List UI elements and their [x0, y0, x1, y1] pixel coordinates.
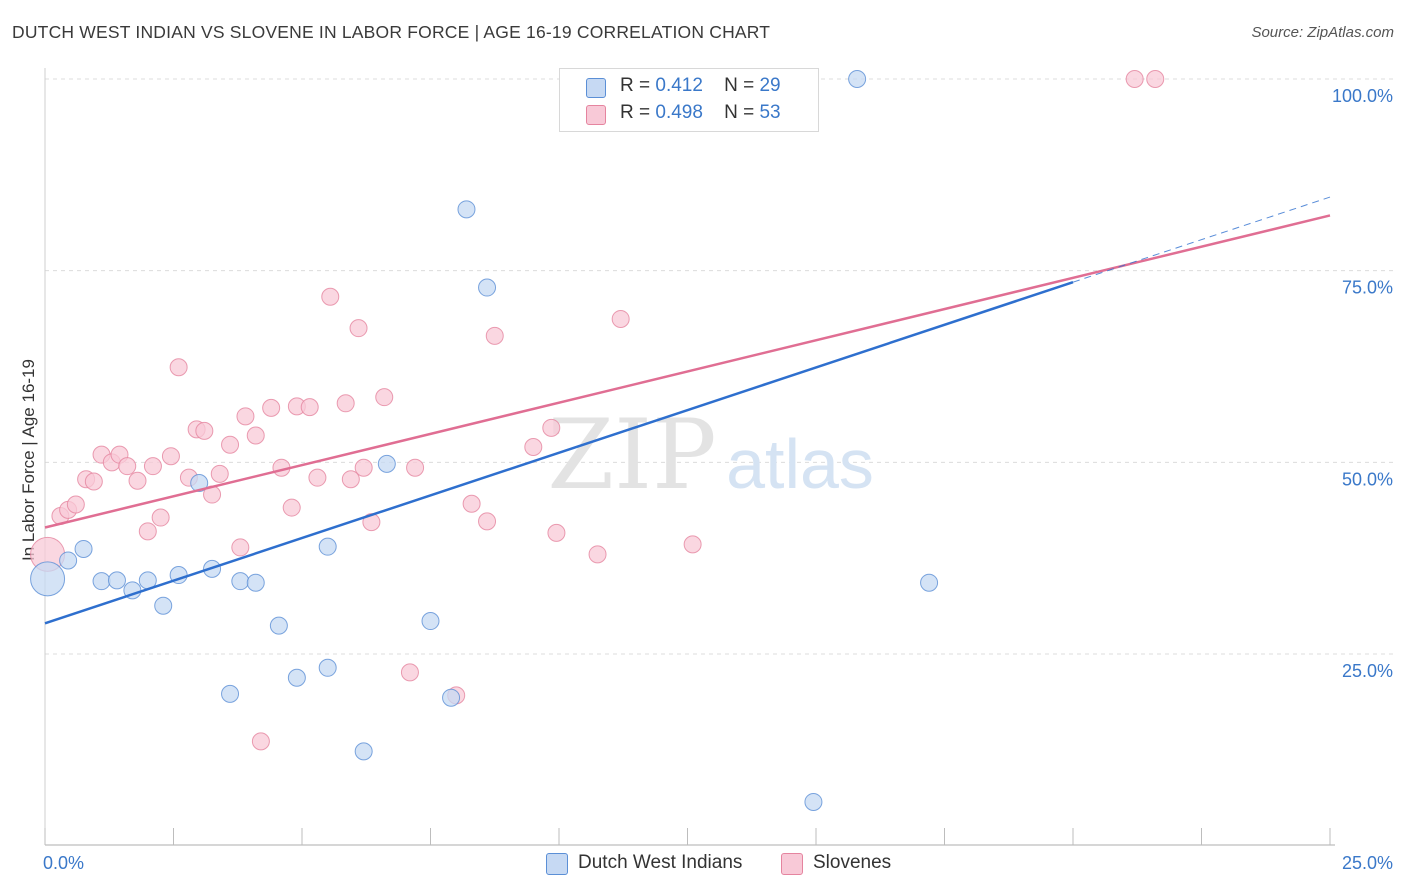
x-tick-label: 0.0% — [43, 853, 84, 873]
point-slovenes — [151, 508, 170, 527]
legend-n-value-blue: 29 — [759, 75, 781, 96]
point-slovenes — [251, 732, 270, 751]
point-dutch-west-indians — [421, 612, 440, 631]
point-dutch-west-indians — [318, 537, 337, 556]
point-slovenes — [375, 388, 394, 407]
point-dutch-west-indians — [848, 70, 867, 88]
point-slovenes — [300, 398, 319, 417]
bottom-legend-swatch-pink — [781, 853, 803, 875]
point-dutch-west-indians — [231, 572, 250, 591]
point-dutch-west-indians — [457, 200, 476, 219]
point-slovenes — [400, 663, 419, 682]
point-slovenes — [341, 470, 360, 489]
trendline-slovenes — [44, 214, 1331, 529]
point-slovenes — [246, 426, 265, 445]
point-slovenes — [542, 418, 561, 437]
point-dutch-west-indians — [442, 688, 461, 707]
point-slovenes — [588, 545, 607, 564]
point-slovenes — [231, 538, 250, 557]
point-slovenes — [143, 457, 162, 476]
point-slovenes — [66, 495, 85, 514]
legend-n-label: N = — [724, 75, 755, 96]
point-dutch-west-indians — [269, 616, 288, 635]
x-tick-label: 25.0% — [1342, 853, 1393, 873]
y-axis-label: In Labor Force | Age 16-19 — [19, 359, 38, 561]
source-label: Source: ZipAtlas.com — [1251, 24, 1394, 41]
trendline-dutch-west-indians — [44, 280, 1074, 625]
legend-swatch-blue — [586, 78, 606, 98]
point-slovenes — [128, 471, 147, 490]
bottom-legend-label-pink: Slovenes — [813, 852, 892, 873]
point-slovenes — [1146, 70, 1165, 88]
point-slovenes — [524, 438, 543, 456]
point-slovenes — [282, 498, 301, 517]
point-slovenes — [1125, 70, 1144, 88]
point-dutch-west-indians — [478, 278, 497, 297]
trendline-dutch-west-indians-extension — [1072, 196, 1331, 283]
point-dutch-west-indians — [190, 474, 209, 493]
point-slovenes — [462, 494, 481, 513]
point-dutch-west-indians — [154, 596, 173, 615]
point-dutch-west-indians — [804, 792, 823, 811]
point-dutch-west-indians — [59, 551, 78, 570]
point-dutch-west-indians — [92, 572, 111, 591]
point-slovenes — [262, 398, 281, 417]
point-dutch-west-indians — [920, 573, 939, 592]
point-dutch-west-indians — [246, 573, 265, 592]
point-slovenes — [221, 435, 240, 454]
y-tick-label: 100.0% — [1332, 86, 1393, 106]
chart-title: DUTCH WEST INDIAN VS SLOVENE IN LABOR FO… — [12, 22, 771, 42]
correlation-legend: R = 0.412 N = 29 R = 0.498 N = 53 — [559, 68, 819, 132]
bottom-legend-swatch-blue — [546, 853, 568, 875]
point-slovenes — [406, 458, 425, 477]
point-slovenes — [236, 407, 255, 426]
y-tick-label: 50.0% — [1342, 469, 1393, 489]
point-slovenes — [161, 447, 180, 466]
point-slovenes — [210, 464, 229, 483]
point-slovenes — [195, 421, 214, 440]
point-slovenes — [485, 326, 504, 345]
legend-r-value-blue: 0.412 — [655, 75, 703, 96]
legend-n-label: N = — [724, 102, 755, 123]
point-slovenes — [611, 309, 630, 328]
legend-swatch-pink — [586, 105, 606, 125]
point-slovenes — [354, 458, 373, 477]
point-slovenes — [308, 468, 327, 487]
point-slovenes — [478, 512, 497, 531]
point-dutch-west-indians — [287, 668, 306, 687]
bottom-legend-label-blue: Dutch West Indians — [578, 852, 743, 873]
legend-r-label: R = — [620, 102, 651, 123]
point-slovenes — [336, 394, 355, 413]
point-slovenes — [683, 535, 702, 554]
point-dutch-west-indians — [221, 684, 240, 703]
point-slovenes — [138, 522, 157, 541]
point-slovenes — [547, 523, 566, 542]
point-slovenes — [84, 472, 103, 491]
point-dutch-west-indians — [107, 571, 126, 590]
watermark-zip: ZIP — [547, 399, 716, 511]
watermark-atlas: atlas — [726, 425, 874, 503]
point-dutch-west-indians — [377, 454, 396, 473]
legend-n-value-pink: 53 — [759, 102, 781, 123]
point-slovenes — [321, 287, 340, 306]
point-slovenes — [118, 457, 137, 476]
point-slovenes — [362, 513, 381, 532]
legend-r-value-pink: 0.498 — [655, 102, 703, 123]
point-dutch-west-indians — [30, 561, 66, 597]
legend-r-label: R = — [620, 75, 651, 96]
point-dutch-west-indians — [318, 658, 337, 677]
point-slovenes — [169, 358, 188, 377]
point-slovenes — [349, 319, 368, 338]
point-dutch-west-indians — [74, 539, 93, 558]
point-dutch-west-indians — [354, 742, 373, 761]
y-tick-label: 25.0% — [1342, 661, 1393, 681]
y-tick-label: 75.0% — [1342, 278, 1393, 298]
